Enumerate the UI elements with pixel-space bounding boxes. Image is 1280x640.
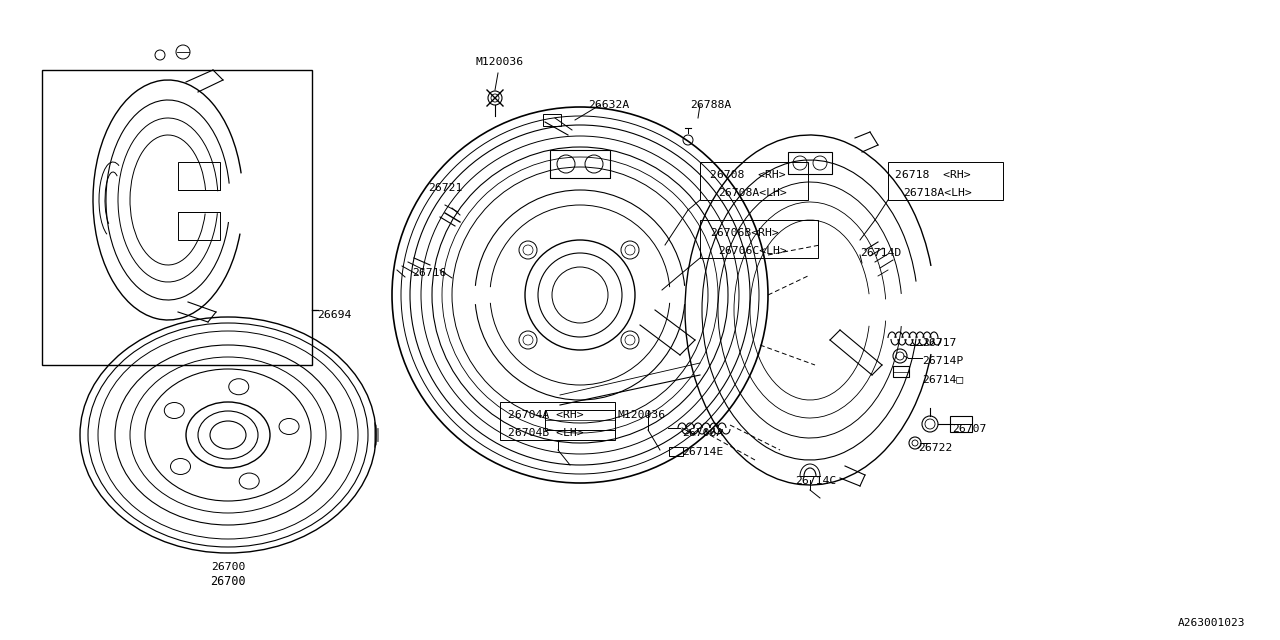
Text: 26722: 26722 — [918, 443, 952, 453]
Bar — [950, 416, 972, 432]
Text: 26708  <RH>: 26708 <RH> — [710, 170, 786, 180]
Text: 26708A<LH>: 26708A<LH> — [718, 188, 787, 198]
Bar — [500, 402, 614, 440]
Bar — [178, 162, 220, 190]
Text: 26718  <RH>: 26718 <RH> — [895, 170, 970, 180]
Bar — [543, 114, 561, 126]
Bar — [42, 70, 312, 365]
Bar — [550, 150, 611, 178]
Text: 26716: 26716 — [412, 268, 447, 278]
Text: 26707: 26707 — [952, 424, 987, 434]
Bar — [893, 366, 909, 377]
Text: 26788A: 26788A — [690, 100, 731, 110]
Bar — [788, 152, 832, 174]
Text: A263001023: A263001023 — [1178, 618, 1245, 628]
Text: 26706B<RH>: 26706B<RH> — [710, 228, 778, 238]
Text: 26704A <RH>: 26704A <RH> — [508, 410, 584, 420]
Text: 26714D: 26714D — [860, 248, 901, 258]
Text: M120036: M120036 — [476, 57, 524, 67]
Text: 26714P: 26714P — [922, 356, 964, 366]
Text: 26721: 26721 — [428, 183, 462, 193]
Bar — [700, 220, 818, 258]
Text: 26714□: 26714□ — [922, 374, 964, 384]
Bar — [178, 212, 220, 240]
Text: 26706A: 26706A — [682, 428, 723, 438]
Text: 26718A<LH>: 26718A<LH> — [902, 188, 972, 198]
Text: 26700: 26700 — [211, 562, 246, 572]
Bar — [669, 447, 684, 456]
Text: M120036: M120036 — [618, 410, 666, 420]
Bar — [700, 162, 808, 200]
Text: 26714E: 26714E — [682, 447, 723, 457]
Text: 26700: 26700 — [210, 575, 246, 588]
Bar — [545, 410, 614, 430]
Text: 26714C: 26714C — [795, 476, 836, 486]
Bar — [888, 162, 1004, 200]
Text: 26717: 26717 — [922, 338, 956, 348]
Text: 26706C<LH>: 26706C<LH> — [718, 246, 787, 256]
Text: 26704B <LH>: 26704B <LH> — [508, 428, 584, 438]
Text: 26632A: 26632A — [588, 100, 630, 110]
Text: 26694: 26694 — [317, 310, 352, 320]
